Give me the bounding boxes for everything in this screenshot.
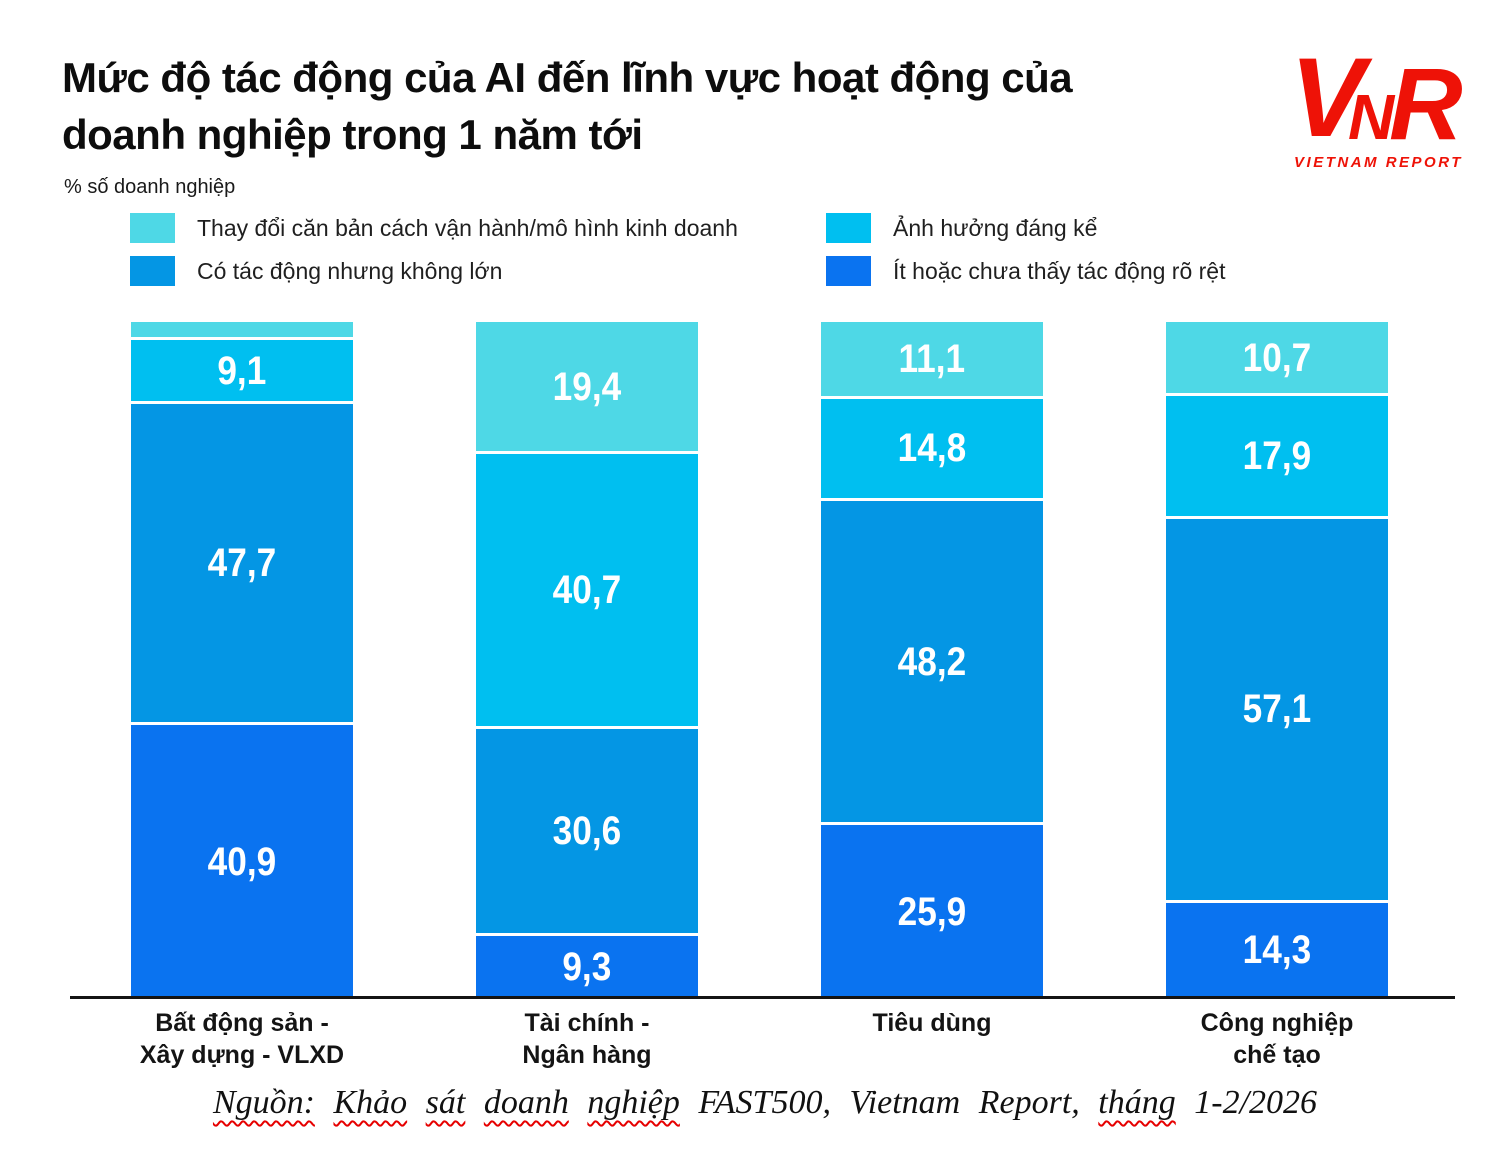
source-word: Khảo [333, 1084, 408, 1121]
bar-segment: 17,9 [1166, 393, 1388, 516]
chart-unit-label: % số doanh nghiệp [64, 176, 236, 198]
bar-value-label: 40,7 [552, 568, 622, 613]
bar-value-label: 30,6 [552, 808, 622, 853]
legend-swatch-icon [130, 213, 175, 243]
bar-value-label: 19,4 [552, 364, 622, 409]
bar-segment: 9,3 [476, 932, 698, 998]
bar-segment: 19,4 [476, 322, 698, 452]
bar-value-label: 57,1 [1242, 687, 1312, 732]
vnr-logo: V N R VIETNAM REPORT [1286, 44, 1471, 179]
legend-item-2: Ảnh hưởng đáng kể [826, 213, 1370, 243]
source-word: 1-2/2026 [1194, 1084, 1318, 1121]
bar-value-label: 48,2 [897, 639, 967, 684]
page-title: Mức độ tác động của AI đến lĩnh vực hoạt… [62, 50, 1242, 163]
legend-item-3: Có tác động nhưng không lớn [130, 256, 826, 286]
bar-value-label: 40,9 [207, 839, 277, 884]
bar-segment: 14,3 [1166, 899, 1388, 998]
bar-segment: 11,1 [821, 322, 1043, 397]
x-axis-label: Bất động sản - Xây dựng - VLXD [139, 1009, 345, 1069]
legend-label: Ít hoặc chưa thấy tác động rõ rệt [893, 258, 1226, 284]
source-word: sát [425, 1084, 466, 1121]
bar-segment: 48,2 [821, 497, 1043, 823]
bar-value-label: 11,1 [898, 337, 966, 382]
bar-segment: 30,6 [476, 725, 698, 933]
bar-value-label: 9,1 [217, 348, 267, 393]
page-title-line2: doanh nghiệp trong 1 năm tới [62, 110, 643, 158]
legend-swatch-icon [826, 256, 871, 286]
source-word: nghiệp [587, 1084, 680, 1121]
stacked-bar-chart: 9,1 47,7 40,9 19,4 40,7 30,6 9,3 11,1 14,8 48,2 25… [0, 322, 1490, 998]
bar-value-label: 10,7 [1242, 335, 1312, 380]
bar-value-label: 17,9 [1242, 434, 1312, 479]
logo-letter-n: N [1348, 81, 1396, 152]
bar-value-label: 9,3 [562, 944, 612, 989]
bar-segment [131, 322, 353, 338]
bar-value-label: 14,3 [1242, 928, 1312, 973]
vnr-logo-letters-icon: V N R [1290, 44, 1463, 152]
legend-label: Ảnh hưởng đáng kể [893, 215, 1098, 241]
logo-letter-r: R [1389, 47, 1463, 152]
bar-segment: 47,7 [131, 401, 353, 723]
legend-item-4: Ít hoặc chưa thấy tác động rõ rệt [826, 256, 1370, 286]
bar-column-2: 19,4 40,7 30,6 9,3 [476, 322, 698, 998]
bar-segment: 40,7 [476, 451, 698, 726]
bar-segment: 40,9 [131, 722, 353, 998]
x-axis-label: Tài chính - Ngân hàng [522, 1009, 652, 1069]
legend-swatch-icon [826, 213, 871, 243]
legend-item-1: Thay đổi căn bản cách vận hành/mô hình k… [130, 213, 826, 243]
x-axis-label: Công nghiệp chế tạo [1200, 1009, 1354, 1069]
source-word: Nguồn: [212, 1084, 315, 1121]
bar-column-3: 11,1 14,8 48,2 25,9 [821, 322, 1043, 998]
page-title-line1: Mức độ tác động của AI đến lĩnh vực hoạt… [62, 54, 1073, 101]
source-word: Report, [978, 1084, 1080, 1121]
legend-label: Có tác động nhưng không lớn [197, 258, 503, 284]
bar-segment: 57,1 [1166, 515, 1388, 900]
bar-segment: 25,9 [821, 822, 1043, 998]
legend-label: Thay đổi căn bản cách vận hành/mô hình k… [197, 215, 738, 241]
source-word: Vietnam [849, 1084, 961, 1121]
source-word: doanh [483, 1084, 569, 1121]
source-word: FAST500, [698, 1084, 831, 1121]
bar-column-4: 10,7 17,9 57,1 14,3 [1166, 322, 1388, 998]
source-word: tháng [1098, 1084, 1176, 1121]
logo-tagline: VIETNAM REPORT [1294, 154, 1463, 171]
bar-segment: 14,8 [821, 396, 1043, 498]
logo-letter-v: V [1290, 44, 1373, 152]
source-note: Nguồn: Khảo sát doanh nghiệp FAST500, Vi… [0, 1084, 1490, 1122]
x-axis-line [70, 996, 1455, 999]
bar-segment: 9,1 [131, 337, 353, 402]
x-axis-label: Tiêu dùng [872, 1009, 992, 1037]
bar-column-1: 9,1 47,7 40,9 [131, 322, 353, 998]
legend-swatch-icon [130, 256, 175, 286]
chart-legend: Thay đổi căn bản cách vận hành/mô hình k… [130, 213, 1370, 286]
bar-segment: 10,7 [1166, 322, 1388, 394]
bar-value-label: 14,8 [897, 426, 967, 471]
bar-value-label: 25,9 [897, 889, 967, 934]
bar-value-label: 47,7 [207, 541, 277, 586]
